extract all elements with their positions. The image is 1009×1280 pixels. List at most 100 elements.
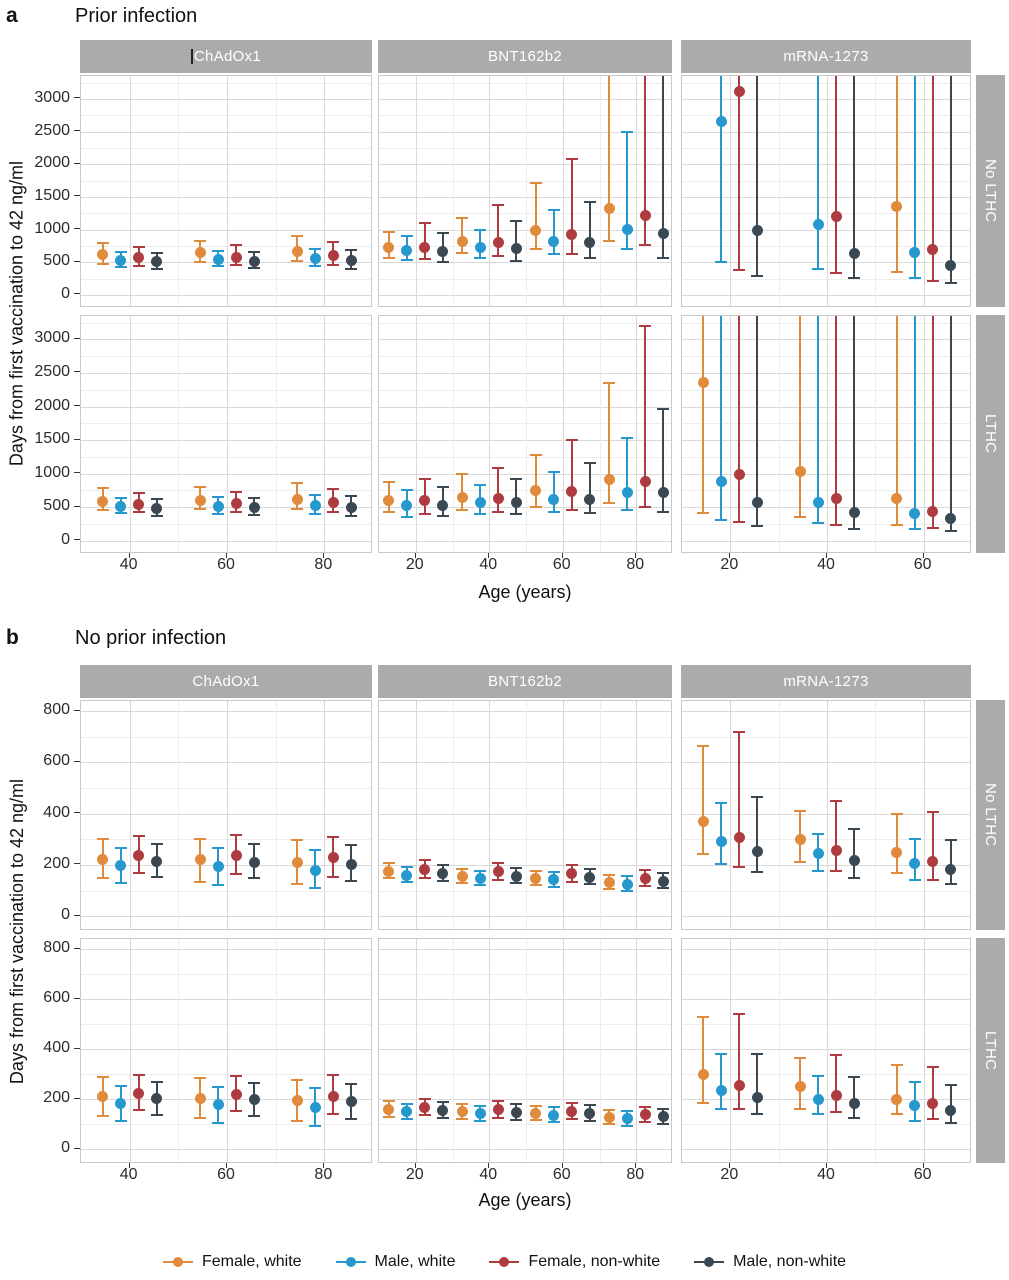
data-point-male-non-white bbox=[345, 1095, 357, 1107]
x-tick-mark bbox=[226, 553, 227, 558]
error-bar-cap-lower bbox=[944, 530, 957, 533]
y-tick-label: 2500 bbox=[34, 121, 70, 139]
x-tick-label: 20 bbox=[405, 1166, 424, 1183]
legend-label: Male, white bbox=[374, 1253, 456, 1270]
data-point-male-white bbox=[309, 1101, 321, 1113]
panel-a-title: Prior infection bbox=[75, 5, 198, 27]
gridline bbox=[81, 278, 371, 280]
x-tick-mark bbox=[729, 553, 731, 558]
gridline bbox=[379, 372, 671, 374]
error-bar-cap-upper bbox=[194, 1077, 206, 1080]
gridline bbox=[81, 245, 371, 247]
gridline bbox=[379, 788, 671, 790]
data-point-female-non-white bbox=[927, 855, 939, 867]
error-bar-female-non-white bbox=[644, 326, 647, 508]
gridline bbox=[81, 147, 371, 149]
data-point-male-white bbox=[621, 878, 633, 890]
error-bar-cap-lower bbox=[510, 1118, 523, 1121]
error-bar-male-non-white bbox=[756, 797, 759, 873]
x-tick-mark bbox=[826, 1163, 827, 1168]
x-tick-mark bbox=[635, 553, 637, 558]
legend-key-icon bbox=[489, 1255, 520, 1269]
error-bar-cap-upper bbox=[230, 244, 242, 247]
gridline bbox=[81, 322, 371, 324]
gridline bbox=[379, 1099, 671, 1101]
error-bar-cap-lower bbox=[830, 524, 842, 527]
y-tick-label: 500 bbox=[43, 252, 70, 270]
gridline bbox=[682, 736, 970, 738]
data-point-female-non-white bbox=[492, 492, 504, 504]
error-bar-cap-upper bbox=[309, 849, 322, 852]
legend-label: Male, non-white bbox=[733, 1253, 847, 1270]
error-bar-cap-upper bbox=[733, 730, 746, 733]
gridline bbox=[81, 440, 371, 442]
facet-strip-label: No LTHC bbox=[982, 783, 999, 847]
error-bar-cap-upper bbox=[492, 467, 505, 470]
error-bar-cap-lower bbox=[529, 248, 542, 251]
gridline bbox=[730, 939, 732, 1162]
gridline bbox=[923, 316, 925, 552]
y-tick-label: 1000 bbox=[34, 219, 70, 237]
error-bar-cap-lower bbox=[944, 281, 957, 284]
y-tick-mark bbox=[74, 505, 80, 507]
data-point-female-non-white bbox=[133, 849, 145, 861]
data-point-female-white bbox=[794, 1081, 806, 1093]
error-bar-cap-lower bbox=[150, 876, 163, 879]
data-point-female-white bbox=[603, 473, 615, 485]
y-tick-label: 400 bbox=[43, 803, 70, 821]
data-point-female-non-white bbox=[133, 252, 145, 264]
data-point-male-white bbox=[812, 218, 824, 230]
error-bar-female-non-white bbox=[497, 204, 500, 257]
error-bar-male-non-white bbox=[756, 1053, 759, 1115]
data-point-female-non-white bbox=[830, 211, 842, 222]
facet-strip-label: ChAdOx1 bbox=[192, 673, 260, 690]
error-bar-male-non-white bbox=[949, 76, 952, 283]
gridline bbox=[682, 245, 970, 247]
gridline bbox=[682, 711, 970, 713]
data-point-male-white bbox=[115, 500, 127, 512]
error-bar-cap-lower bbox=[114, 882, 127, 885]
gridline bbox=[827, 76, 828, 306]
error-bar-cap-upper bbox=[474, 484, 487, 487]
error-bar-male-white bbox=[913, 76, 916, 278]
error-bar-cap-upper bbox=[529, 1104, 542, 1107]
data-point-female-non-white bbox=[830, 844, 842, 856]
y-tick-mark bbox=[74, 97, 80, 99]
y-tick-mark bbox=[74, 760, 80, 762]
data-point-female-white bbox=[291, 245, 303, 257]
error-bar-cap-upper bbox=[230, 1074, 242, 1077]
error-bar-cap-lower bbox=[926, 526, 939, 529]
error-bar-cap-upper bbox=[456, 473, 469, 476]
gridline bbox=[81, 473, 371, 475]
data-point-female-non-white bbox=[639, 1109, 651, 1121]
data-point-male-white bbox=[621, 1113, 633, 1125]
error-bar-cap-upper bbox=[547, 471, 560, 474]
gridline bbox=[452, 76, 454, 306]
data-point-female-non-white bbox=[492, 1104, 504, 1116]
data-point-female-non-white bbox=[419, 864, 431, 876]
gridline bbox=[452, 939, 454, 1162]
gridline bbox=[81, 839, 371, 841]
data-point-male-non-white bbox=[248, 255, 260, 267]
error-bar-cap-lower bbox=[547, 1121, 560, 1124]
data-point-male-white bbox=[309, 253, 321, 265]
error-bar-cap-upper bbox=[96, 1076, 109, 1079]
data-point-male-non-white bbox=[945, 1104, 957, 1116]
data-point-female-non-white bbox=[639, 872, 651, 884]
gridline bbox=[379, 180, 671, 182]
error-bar-cap-lower bbox=[345, 879, 358, 882]
gridline bbox=[81, 262, 371, 264]
error-bar-cap-lower bbox=[436, 1116, 449, 1119]
error-bar-cap-lower bbox=[583, 1119, 596, 1122]
data-point-male-non-white bbox=[751, 1091, 763, 1103]
data-point-female-non-white bbox=[327, 497, 339, 509]
error-bar-cap-lower bbox=[657, 257, 670, 260]
error-bar-cap-upper bbox=[733, 1013, 746, 1016]
error-bar-cap-upper bbox=[603, 1108, 616, 1111]
data-point-male-non-white bbox=[848, 248, 860, 260]
error-bar-male-non-white bbox=[756, 316, 759, 527]
error-bar-female-white bbox=[608, 76, 611, 241]
data-point-male-white bbox=[212, 861, 224, 873]
gridline bbox=[415, 701, 417, 929]
data-point-female-non-white bbox=[419, 495, 431, 507]
